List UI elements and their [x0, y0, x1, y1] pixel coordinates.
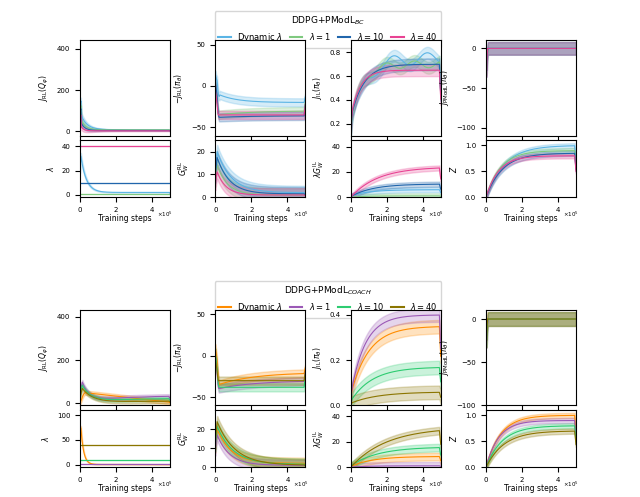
X-axis label: Training steps: Training steps	[369, 484, 422, 494]
Y-axis label: $Z$: $Z$	[448, 165, 460, 172]
X-axis label: Training steps: Training steps	[234, 214, 287, 223]
Legend: Dynamic $\lambda$, $\lambda = 1$, $\lambda = 10$, $\lambda = 40$: Dynamic $\lambda$, $\lambda = 1$, $\lamb…	[215, 281, 441, 318]
Y-axis label: $\lambda$: $\lambda$	[40, 435, 51, 442]
Y-axis label: $-J_{\rm RL}(\pi_\theta)$: $-J_{\rm RL}(\pi_\theta)$	[172, 342, 185, 373]
Y-axis label: $\lambda G_W^{\rm IL}$: $\lambda G_W^{\rm IL}$	[312, 160, 326, 178]
Text: $\times10^5$: $\times10^5$	[428, 210, 444, 219]
Text: $\times10^5$: $\times10^5$	[157, 480, 173, 489]
Text: $\times10^5$: $\times10^5$	[563, 210, 579, 219]
Text: $\times10^5$: $\times10^5$	[292, 480, 308, 489]
Legend: Dynamic $\lambda$, $\lambda = 1$, $\lambda = 10$, $\lambda = 40$: Dynamic $\lambda$, $\lambda = 1$, $\lamb…	[215, 11, 441, 48]
Text: $\times10^5$: $\times10^5$	[563, 480, 579, 489]
Y-axis label: $Z$: $Z$	[448, 435, 460, 442]
Y-axis label: $J_{\rm IL}(\pi_\theta)$: $J_{\rm IL}(\pi_\theta)$	[311, 76, 324, 100]
Y-axis label: $J_{\rm RL}(Q_\varphi)$: $J_{\rm RL}(Q_\varphi)$	[38, 344, 51, 372]
Text: $\times10^5$: $\times10^5$	[292, 210, 308, 219]
Y-axis label: $G_W^{\rm RL}$: $G_W^{\rm RL}$	[176, 161, 191, 176]
Y-axis label: $J_{\rm PModL}(\pi_\theta)$: $J_{\rm PModL}(\pi_\theta)$	[438, 339, 451, 376]
Y-axis label: $\lambda G_W^{\rm IL}$: $\lambda G_W^{\rm IL}$	[312, 429, 326, 448]
X-axis label: Training steps: Training steps	[504, 214, 557, 223]
Y-axis label: $G_W^{\rm RL}$: $G_W^{\rm RL}$	[176, 431, 191, 446]
X-axis label: Training steps: Training steps	[504, 484, 557, 494]
Text: $\times10^5$: $\times10^5$	[428, 480, 444, 489]
X-axis label: Training steps: Training steps	[99, 484, 152, 494]
Y-axis label: $J_{\rm PModL}(\pi_\theta)$: $J_{\rm PModL}(\pi_\theta)$	[438, 70, 451, 106]
Y-axis label: $\lambda$: $\lambda$	[45, 166, 56, 172]
X-axis label: Training steps: Training steps	[99, 214, 152, 223]
Y-axis label: $J_{\rm RL}(Q_\varphi)$: $J_{\rm RL}(Q_\varphi)$	[38, 74, 51, 102]
X-axis label: Training steps: Training steps	[234, 484, 287, 494]
Text: $\times10^5$: $\times10^5$	[157, 210, 173, 219]
Y-axis label: $-J_{\rm RL}(\pi_\theta)$: $-J_{\rm RL}(\pi_\theta)$	[172, 73, 185, 103]
X-axis label: Training steps: Training steps	[369, 214, 422, 223]
Y-axis label: $J_{\rm IL}(\pi_\theta)$: $J_{\rm IL}(\pi_\theta)$	[311, 346, 324, 370]
